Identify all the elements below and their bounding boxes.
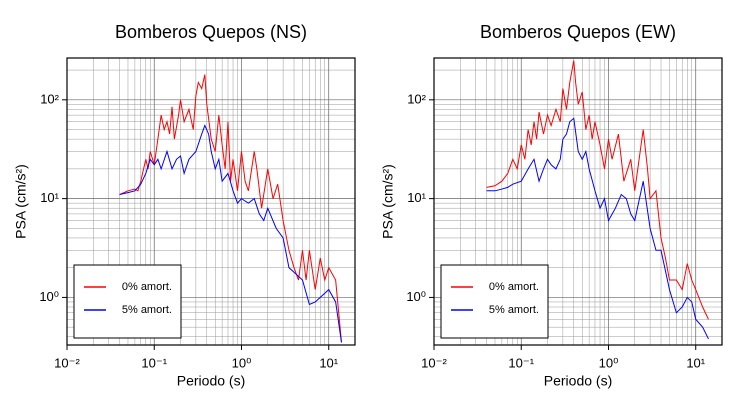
legend-box — [73, 264, 182, 339]
x-tick-label: 10⁰ — [599, 355, 619, 370]
legend-label: 5% amort. — [122, 304, 172, 316]
legend-label: 5% amort. — [489, 304, 539, 316]
legend-box — [440, 264, 549, 339]
x-tick-label: 10⁻² — [54, 355, 80, 370]
x-axis-label: Periodo (s) — [177, 373, 245, 389]
y-axis-label: PSA (cm/s²) — [380, 164, 396, 239]
x-axis-label: Periodo (s) — [544, 373, 612, 389]
x-tick-label: 10⁻² — [421, 355, 447, 370]
chart-title: Bomberos Quepos (EW) — [480, 22, 676, 42]
legend-label: 0% amort. — [489, 281, 539, 293]
y-tick-label: 10¹ — [407, 190, 426, 205]
y-tick-label: 10² — [40, 91, 59, 106]
x-tick-label: 10¹ — [686, 355, 705, 370]
x-tick-label: 10⁰ — [232, 355, 252, 370]
y-tick-label: 10¹ — [40, 190, 59, 205]
series-line — [486, 60, 709, 320]
x-tick-label: 10⁻¹ — [508, 355, 534, 370]
x-tick-label: 10¹ — [319, 355, 338, 370]
series-line — [119, 124, 342, 343]
series-line — [486, 117, 709, 340]
y-tick-label: 10⁰ — [406, 289, 426, 304]
plot-frame — [433, 57, 723, 346]
chart-title: Bomberos Quepos (NS) — [115, 22, 307, 42]
y-axis-label: PSA (cm/s²) — [13, 164, 29, 239]
x-tick-label: 10⁻¹ — [141, 355, 167, 370]
y-tick-label: 10⁰ — [39, 289, 59, 304]
plot-frame — [66, 57, 356, 346]
legend-label: 0% amort. — [122, 281, 172, 293]
y-tick-label: 10² — [407, 91, 426, 106]
